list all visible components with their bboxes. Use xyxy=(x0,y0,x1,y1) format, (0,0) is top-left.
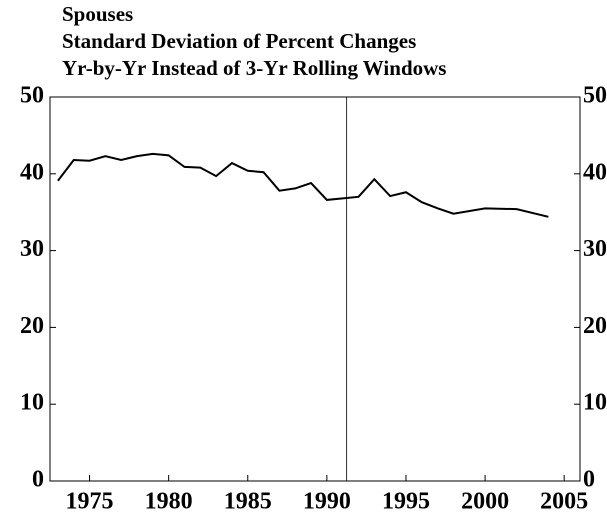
y2-tick-label: 10 xyxy=(583,390,607,416)
chart-title: Yr-by-Yr Instead of 3-Yr Rolling Windows xyxy=(62,56,446,80)
y2-tick-label: 50 xyxy=(583,83,607,109)
y-tick-label: 0 xyxy=(32,467,44,493)
y2-tick-label: 20 xyxy=(583,313,607,339)
y-tick-label: 10 xyxy=(20,390,44,416)
plot-frame xyxy=(49,96,581,482)
y2-tick-label: 0 xyxy=(583,467,595,493)
y2-tick-label: 30 xyxy=(583,236,607,262)
data-line xyxy=(57,152,549,218)
chart-title: Spouses xyxy=(62,2,133,26)
y-tick-label: 30 xyxy=(20,236,44,262)
x-tick-label: 2000 xyxy=(461,489,509,515)
x-tick-label: 1990 xyxy=(303,489,351,515)
x-tick-label: 1980 xyxy=(145,489,193,515)
y2-tick-label: 40 xyxy=(583,159,607,185)
y-tick-label: 20 xyxy=(20,313,44,339)
y-tick-label: 50 xyxy=(20,83,44,109)
chart-title: Standard Deviation of Percent Changes xyxy=(62,29,416,53)
x-tick-label: 1975 xyxy=(66,489,114,515)
y-tick-label: 40 xyxy=(20,159,44,185)
x-tick-label: 2005 xyxy=(540,489,588,515)
x-tick-label: 1995 xyxy=(382,489,430,515)
x-tick-label: 1985 xyxy=(224,489,272,515)
